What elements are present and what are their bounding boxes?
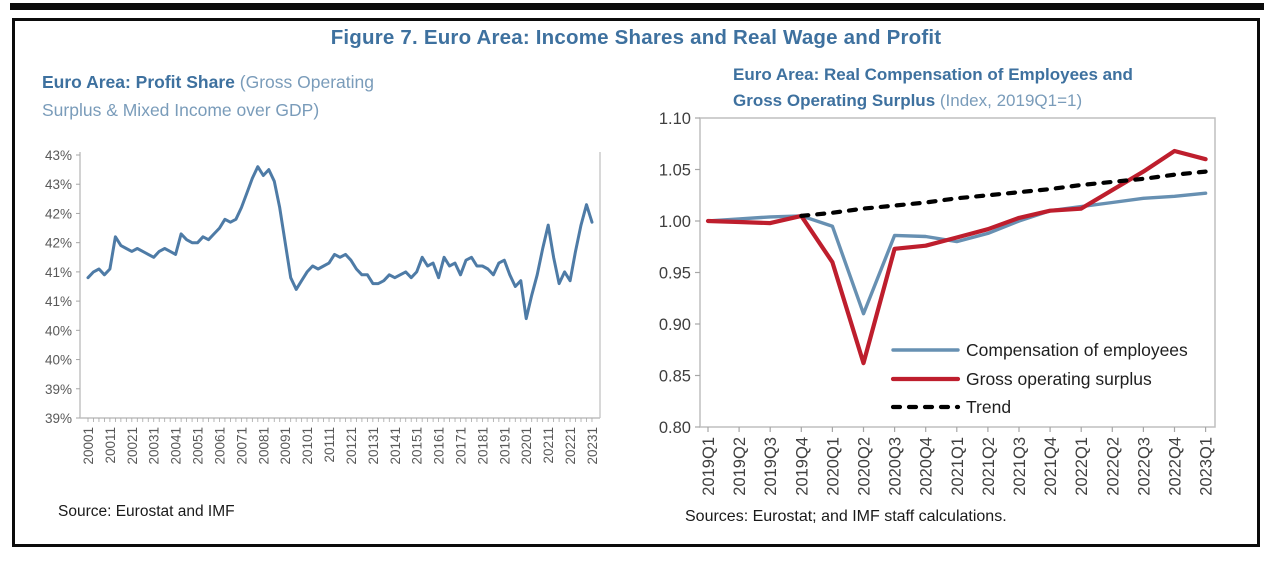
- x-tick-label: 20051: [191, 427, 206, 465]
- right-chart-title: Euro Area: Real Compensation of Employee…: [733, 62, 1263, 113]
- x-tick-label: 20161: [432, 427, 447, 465]
- trend-series-line: [799, 169, 1208, 219]
- x-tick-label: 20001: [81, 427, 96, 465]
- x-tick-label: 2019Q3: [762, 437, 780, 496]
- x-tick-label: 2023Q1: [1198, 437, 1216, 496]
- profit-share-series-line: [86, 165, 594, 321]
- y-tick-label: 43%: [45, 148, 72, 163]
- x-tick-label: 2019Q2: [731, 437, 749, 496]
- x-tick-label: 20191: [497, 427, 512, 465]
- y-tick-label: 42%: [45, 206, 72, 221]
- x-tick-label: 20091: [278, 427, 293, 465]
- y-tick-label: 0.95: [659, 265, 691, 283]
- x-tick-label: 2020Q2: [856, 437, 874, 496]
- x-tick-label: 20031: [147, 427, 162, 465]
- right-chart-title-light: (Index, 2019Q1=1): [939, 90, 1083, 110]
- x-tick-label: 20011: [103, 427, 118, 464]
- x-tick-label: 2022Q2: [1104, 437, 1122, 496]
- x-tick-label: 20141: [388, 427, 403, 465]
- y-tick-label: 40%: [45, 353, 72, 368]
- x-tick-label: 2022Q1: [1073, 437, 1091, 496]
- x-tick-label: 2022Q3: [1135, 437, 1153, 496]
- x-tick-label: 2019Q4: [793, 437, 811, 496]
- legend-label: Compensation of employees: [966, 340, 1188, 360]
- x-tick-label: 20221: [563, 427, 578, 465]
- x-tick-label: 20081: [256, 427, 271, 465]
- x-tick-label: 20021: [125, 427, 140, 465]
- gross-surplus-series-line: [705, 148, 1208, 366]
- left-chart-title: Euro Area: Profit Share (Gross Operating…: [42, 68, 602, 124]
- x-tick-label: 20131: [366, 427, 381, 465]
- left-source-note: Source: Eurostat and IMF: [58, 503, 235, 520]
- x-tick-label: 2019Q1: [700, 437, 718, 496]
- x-tick-label: 20171: [454, 427, 469, 465]
- y-tick-label: 1.10: [659, 110, 691, 128]
- x-tick-label: 2021Q4: [1042, 437, 1060, 496]
- y-tick-label: 0.85: [659, 368, 691, 386]
- x-tick-label: 20211: [541, 427, 556, 464]
- x-tick-label: 2020Q4: [918, 437, 936, 496]
- y-tick-label: 41%: [45, 265, 72, 280]
- left-chart-title-bold: Euro Area: Profit Share: [42, 72, 235, 92]
- figure-border-box: [12, 18, 1260, 547]
- y-tick-label: 1.05: [659, 162, 691, 180]
- x-tick-label: 20151: [410, 427, 425, 465]
- x-tick-label: 20111: [322, 427, 337, 463]
- y-tick-label: 42%: [45, 236, 72, 251]
- right-source-note: Sources: Eurostat; and IMF staff calcula…: [685, 508, 1007, 525]
- y-tick-label: 39%: [45, 411, 72, 426]
- x-tick-label: 2022Q4: [1167, 437, 1185, 496]
- top-horizontal-rule: [10, 3, 1264, 10]
- legend-label: Trend: [966, 397, 1011, 417]
- y-tick-label: 40%: [45, 323, 72, 338]
- right-chart-title-bold-1: Euro Area: Real Compensation of Employee…: [733, 65, 1133, 84]
- y-tick-label: 0.80: [659, 419, 691, 437]
- y-tick-label: 1.00: [659, 213, 691, 231]
- right-chart-title-bold-2: Gross Operating Surplus: [733, 90, 936, 110]
- x-tick-label: 20201: [519, 427, 534, 465]
- left-chart-title-light-1: (Gross Operating: [239, 72, 374, 92]
- profit-share-line-chart: 43% 43% 42% 42% 41% 41% 40% 40% 39% 39% 20001 20011…: [45, 148, 601, 465]
- x-tick-label: 2020Q3: [887, 437, 905, 496]
- y-tick-label: 39%: [45, 382, 72, 397]
- real-compensation-line-chart: 1.10 1.05 1.00 0.95 0.90 0.85 0.80 2019Q1 2019Q2…: [659, 110, 1216, 496]
- y-tick-label: 43%: [45, 177, 72, 192]
- x-tick-label: 20061: [212, 427, 227, 465]
- x-tick-label: 20101: [300, 427, 315, 465]
- compensation-series-line: [706, 191, 1208, 316]
- x-tick-label: 2021Q2: [980, 437, 998, 496]
- figure-title: Figure 7. Euro Area: Income Shares and R…: [330, 26, 942, 49]
- y-tick-label: 0.90: [659, 316, 691, 334]
- legend-label: Gross operating surplus: [966, 369, 1152, 389]
- x-tick-label: 2020Q1: [824, 437, 842, 496]
- y-tick-label: 41%: [45, 294, 72, 309]
- x-tick-label: 20231: [585, 427, 600, 465]
- left-chart-title-light-2: Surplus & Mixed Income over GDP): [42, 100, 320, 120]
- x-tick-label: 2021Q3: [1011, 437, 1029, 496]
- x-tick-label: 2021Q1: [949, 437, 967, 496]
- x-tick-label: 20071: [234, 427, 249, 465]
- x-tick-label: 20041: [169, 427, 184, 465]
- x-tick-label: 20181: [475, 427, 490, 465]
- x-tick-label: 20121: [344, 427, 359, 465]
